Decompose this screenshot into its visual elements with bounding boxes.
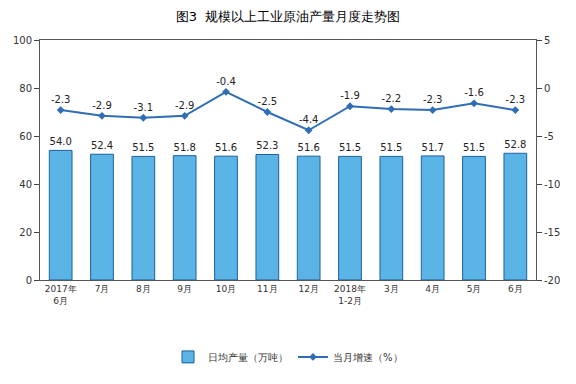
svg-text:5: 5 bbox=[544, 35, 550, 46]
svg-text:-2.9: -2.9 bbox=[92, 100, 112, 111]
svg-text:8月: 8月 bbox=[136, 284, 151, 294]
svg-text:-10: -10 bbox=[544, 179, 560, 190]
svg-text:-20: -20 bbox=[544, 275, 560, 286]
svg-text:52.3: 52.3 bbox=[256, 140, 278, 151]
svg-text:52.4: 52.4 bbox=[91, 140, 113, 151]
svg-text:日均产量（万吨）: 日均产量（万吨） bbox=[208, 352, 288, 363]
svg-text:-2.3: -2.3 bbox=[51, 94, 71, 105]
svg-text:2018年1-2月: 2018年1-2月 bbox=[334, 284, 366, 306]
svg-text:51.5: 51.5 bbox=[380, 142, 402, 153]
svg-text:2017年6月: 2017年6月 bbox=[45, 284, 77, 306]
svg-text:80: 80 bbox=[19, 83, 32, 94]
svg-text:5月: 5月 bbox=[467, 284, 482, 294]
svg-text:51.5: 51.5 bbox=[463, 142, 485, 153]
svg-text:-5: -5 bbox=[544, 131, 554, 142]
svg-text:100: 100 bbox=[13, 35, 32, 46]
svg-text:51.6: 51.6 bbox=[215, 142, 237, 153]
svg-text:51.8: 51.8 bbox=[174, 142, 196, 153]
svg-text:9月: 9月 bbox=[177, 284, 192, 294]
svg-text:11月: 11月 bbox=[257, 284, 277, 294]
svg-text:-4.4: -4.4 bbox=[299, 114, 319, 125]
svg-text:6月: 6月 bbox=[508, 284, 523, 294]
svg-text:-2.5: -2.5 bbox=[258, 96, 278, 107]
svg-text:4月: 4月 bbox=[425, 284, 440, 294]
svg-text:0: 0 bbox=[544, 83, 550, 94]
svg-text:-2.3: -2.3 bbox=[423, 94, 443, 105]
svg-text:当月增速（%）: 当月增速（%） bbox=[333, 352, 403, 363]
svg-text:-2.3: -2.3 bbox=[506, 94, 526, 105]
svg-text:-3.1: -3.1 bbox=[134, 102, 154, 113]
svg-text:40: 40 bbox=[19, 179, 32, 190]
svg-text:-1.6: -1.6 bbox=[464, 87, 484, 98]
svg-text:51.7: 51.7 bbox=[422, 142, 444, 153]
svg-text:20: 20 bbox=[19, 227, 32, 238]
svg-text:51.5: 51.5 bbox=[339, 142, 361, 153]
svg-text:-2.9: -2.9 bbox=[175, 100, 195, 111]
svg-text:7月: 7月 bbox=[95, 284, 110, 294]
svg-text:图3 规模以上工业原油产量月度走势图: 图3 规模以上工业原油产量月度走势图 bbox=[176, 9, 401, 24]
svg-text:51.5: 51.5 bbox=[132, 142, 154, 153]
svg-text:12月: 12月 bbox=[298, 284, 318, 294]
svg-text:-2.2: -2.2 bbox=[382, 93, 402, 104]
svg-text:-0.4: -0.4 bbox=[216, 76, 236, 87]
svg-text:0: 0 bbox=[26, 275, 32, 286]
svg-text:52.8: 52.8 bbox=[504, 139, 526, 150]
svg-text:10月: 10月 bbox=[216, 284, 236, 294]
svg-text:3月: 3月 bbox=[384, 284, 399, 294]
svg-text:51.6: 51.6 bbox=[298, 142, 320, 153]
svg-text:54.0: 54.0 bbox=[50, 136, 72, 147]
svg-text:60: 60 bbox=[19, 131, 32, 142]
svg-text:-15: -15 bbox=[544, 227, 560, 238]
svg-text:-1.9: -1.9 bbox=[340, 90, 360, 101]
